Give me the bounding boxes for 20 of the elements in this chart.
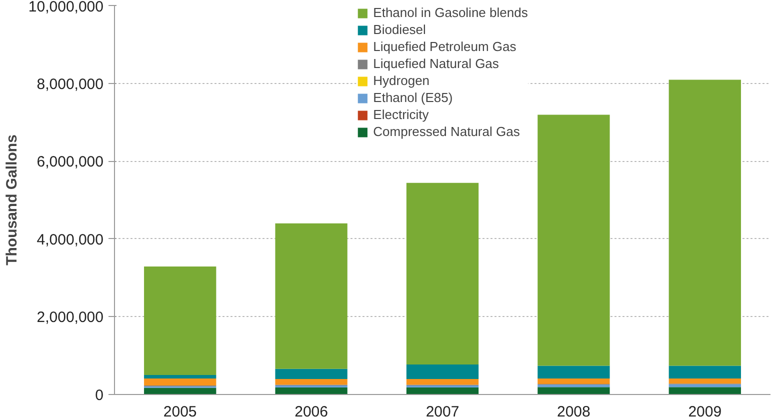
x-tick-label: 2007 bbox=[426, 404, 460, 419]
y-axis-title: Thousand Gallons bbox=[3, 134, 20, 266]
legend-label: Liquefied Petroleum Gas bbox=[373, 39, 516, 54]
legend-label: Ethanol in Gasoline blends bbox=[373, 5, 528, 20]
legend-label: Electricity bbox=[373, 107, 429, 122]
y-tick-label: 4,000,000 bbox=[36, 231, 104, 248]
legend-label: Ethanol (E85) bbox=[373, 90, 453, 105]
x-tick-label: 2008 bbox=[557, 404, 590, 419]
legend-label: Liquefied Natural Gas bbox=[373, 56, 499, 71]
y-tick-label: 0 bbox=[95, 387, 104, 404]
x-tick-label: 2006 bbox=[294, 404, 328, 419]
legend-label: Biodiesel bbox=[373, 22, 426, 37]
x-tick-label: 2005 bbox=[163, 404, 197, 419]
y-tick-label: 10,000,000 bbox=[28, 0, 104, 16]
y-tick-label: 2,000,000 bbox=[36, 309, 104, 326]
legend-label: Hydrogen bbox=[373, 73, 430, 88]
legend-label: Compressed Natural Gas bbox=[373, 124, 520, 139]
y-tick-label: 6,000,000 bbox=[36, 154, 104, 171]
x-tick-label: 2009 bbox=[688, 404, 722, 419]
y-tick-label: 8,000,000 bbox=[36, 76, 104, 93]
